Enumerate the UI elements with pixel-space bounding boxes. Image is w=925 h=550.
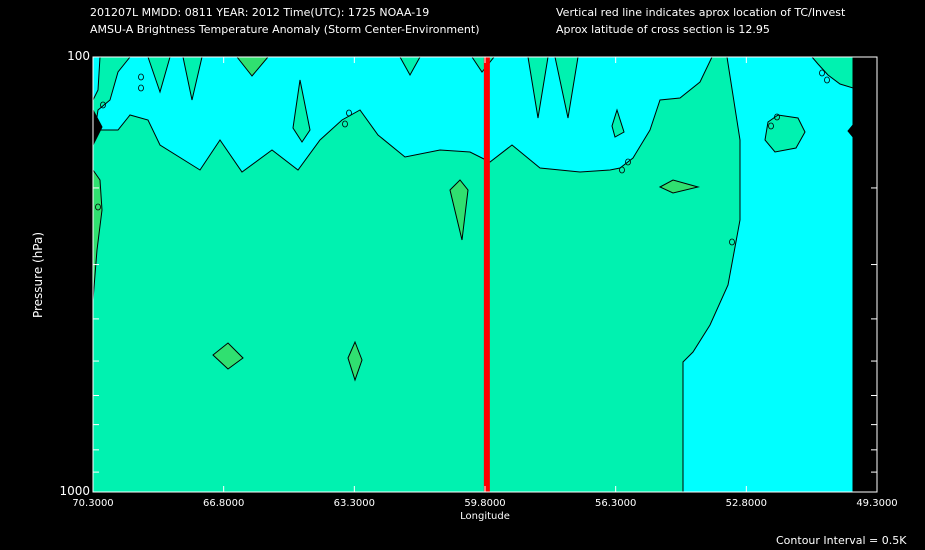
positive-anomaly-blob-3 (212, 342, 244, 370)
y-axis-ticks (93, 187, 877, 473)
contour-label-9 (729, 238, 735, 246)
positive-anomaly-spike-4 (292, 79, 311, 143)
x-tick-label: 70.3000 (72, 498, 114, 509)
y-tick-label: 100 (67, 49, 90, 63)
contour-label-3 (100, 101, 106, 109)
contour-label-10 (768, 122, 774, 130)
x-tick-label: 49.3000 (856, 498, 898, 509)
header-title-line1: 201207L MMDD: 0811 YEAR: 2012 Time(UTC):… (90, 6, 430, 19)
x-tick-label: 63.3000 (333, 498, 376, 509)
x-axis-label: Longitude (460, 511, 510, 522)
x-tick-label: 52.8000 (725, 498, 768, 509)
zero-anomaly-blob-2 (764, 114, 806, 153)
x-tick-label: 66.8000 (202, 498, 245, 509)
contour-fields (92, 56, 854, 493)
contour-label-4 (95, 203, 101, 211)
header-note-line2: Aprox latitude of cross section is 12.95 (556, 23, 770, 36)
contour-label-11 (774, 113, 780, 121)
contour-label-6 (346, 109, 352, 117)
positive-anomaly-blob-2 (658, 179, 700, 194)
contour-label-12 (819, 69, 825, 77)
zero-anomaly-blob-1 (611, 108, 625, 138)
y-axis-label: Pressure (hPa) (31, 231, 45, 319)
negative-anomaly-notch-right (847, 123, 854, 139)
x-axis-ticks (92, 57, 878, 492)
y-tick-label: 1000 (59, 484, 90, 498)
contour-label-7 (619, 166, 625, 174)
header-title-line2: AMSU-A Brightness Temperature Anomaly (S… (90, 23, 480, 36)
zero-anomaly-region-upper (93, 56, 854, 493)
contour-label-2 (138, 84, 144, 92)
positive-anomaly-blob-1 (449, 179, 469, 241)
x-tick-label: 56.3000 (594, 498, 637, 509)
contour-labels (95, 69, 830, 246)
zero-anomaly-region-top (93, 56, 713, 173)
x-tick-label: 59.8000 (464, 498, 506, 509)
contour-label-5 (342, 120, 348, 128)
contour-label-13 (824, 76, 830, 84)
contour-label-8 (625, 158, 631, 166)
contour-interval-note: Contour Interval = 0.5K (776, 534, 907, 547)
positive-anomaly-blob-4 (347, 340, 363, 382)
contour-label-1 (138, 73, 144, 81)
header-note-line1: Vertical red line indicates aprox locati… (556, 6, 846, 19)
